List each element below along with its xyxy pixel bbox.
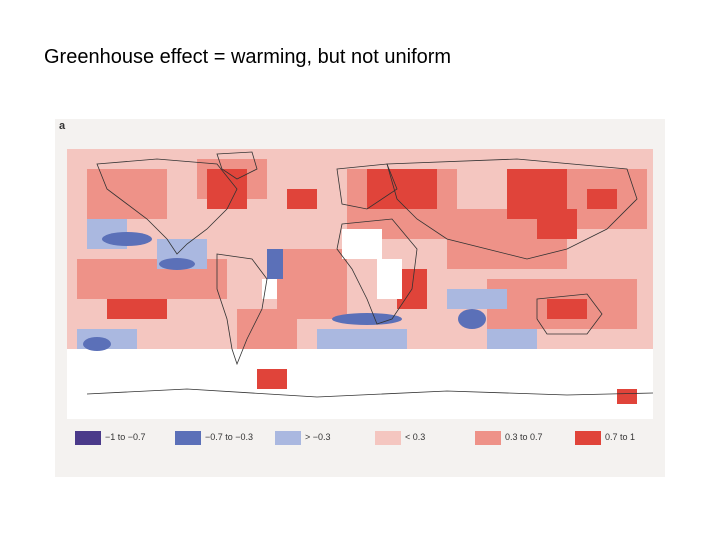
moderate-warming-patches: [77, 159, 647, 349]
legend-swatch: [275, 431, 301, 445]
africa-outline: [336, 218, 418, 325]
antarctica-outline: [86, 388, 653, 398]
south-america-outline: [216, 253, 268, 366]
legend-label: < 0.3: [405, 432, 426, 442]
europe-outline: [336, 163, 398, 210]
legend-label: −0.7 to −0.3: [205, 432, 254, 442]
southern-nodata-band: [67, 349, 653, 419]
legend-swatch: [175, 431, 201, 445]
world-map: [67, 149, 653, 419]
legend-label: 0.7 to 1: [605, 432, 636, 442]
moderate-cooling-patches: [83, 232, 486, 351]
greenland-outline: [216, 151, 258, 180]
asia-outline: [386, 158, 638, 260]
australia-outline: [536, 293, 603, 335]
legend-label: > −0.3: [305, 432, 331, 442]
legend-swatch: [475, 431, 501, 445]
no-data-regions: [262, 229, 402, 299]
legend-swatch: [75, 431, 101, 445]
legend-swatch: [375, 431, 401, 445]
continent-outlines: [86, 151, 653, 398]
temperature-trend-map-figure: a: [55, 119, 665, 477]
slide-title: Greenhouse effect = warming, but not uni…: [44, 46, 452, 68]
panel-letter: a: [59, 120, 66, 132]
north-america-outline: [96, 158, 238, 255]
legend: −1 to −0.7 −0.7 to −0.3 > −0.3 < 0.3 0.3…: [75, 430, 665, 448]
legend-label: 0.3 to 0.7: [505, 432, 543, 442]
legend-swatch: [575, 431, 601, 445]
strong-warming-patches: [107, 169, 637, 404]
legend-label: −1 to −0.7: [105, 432, 146, 442]
